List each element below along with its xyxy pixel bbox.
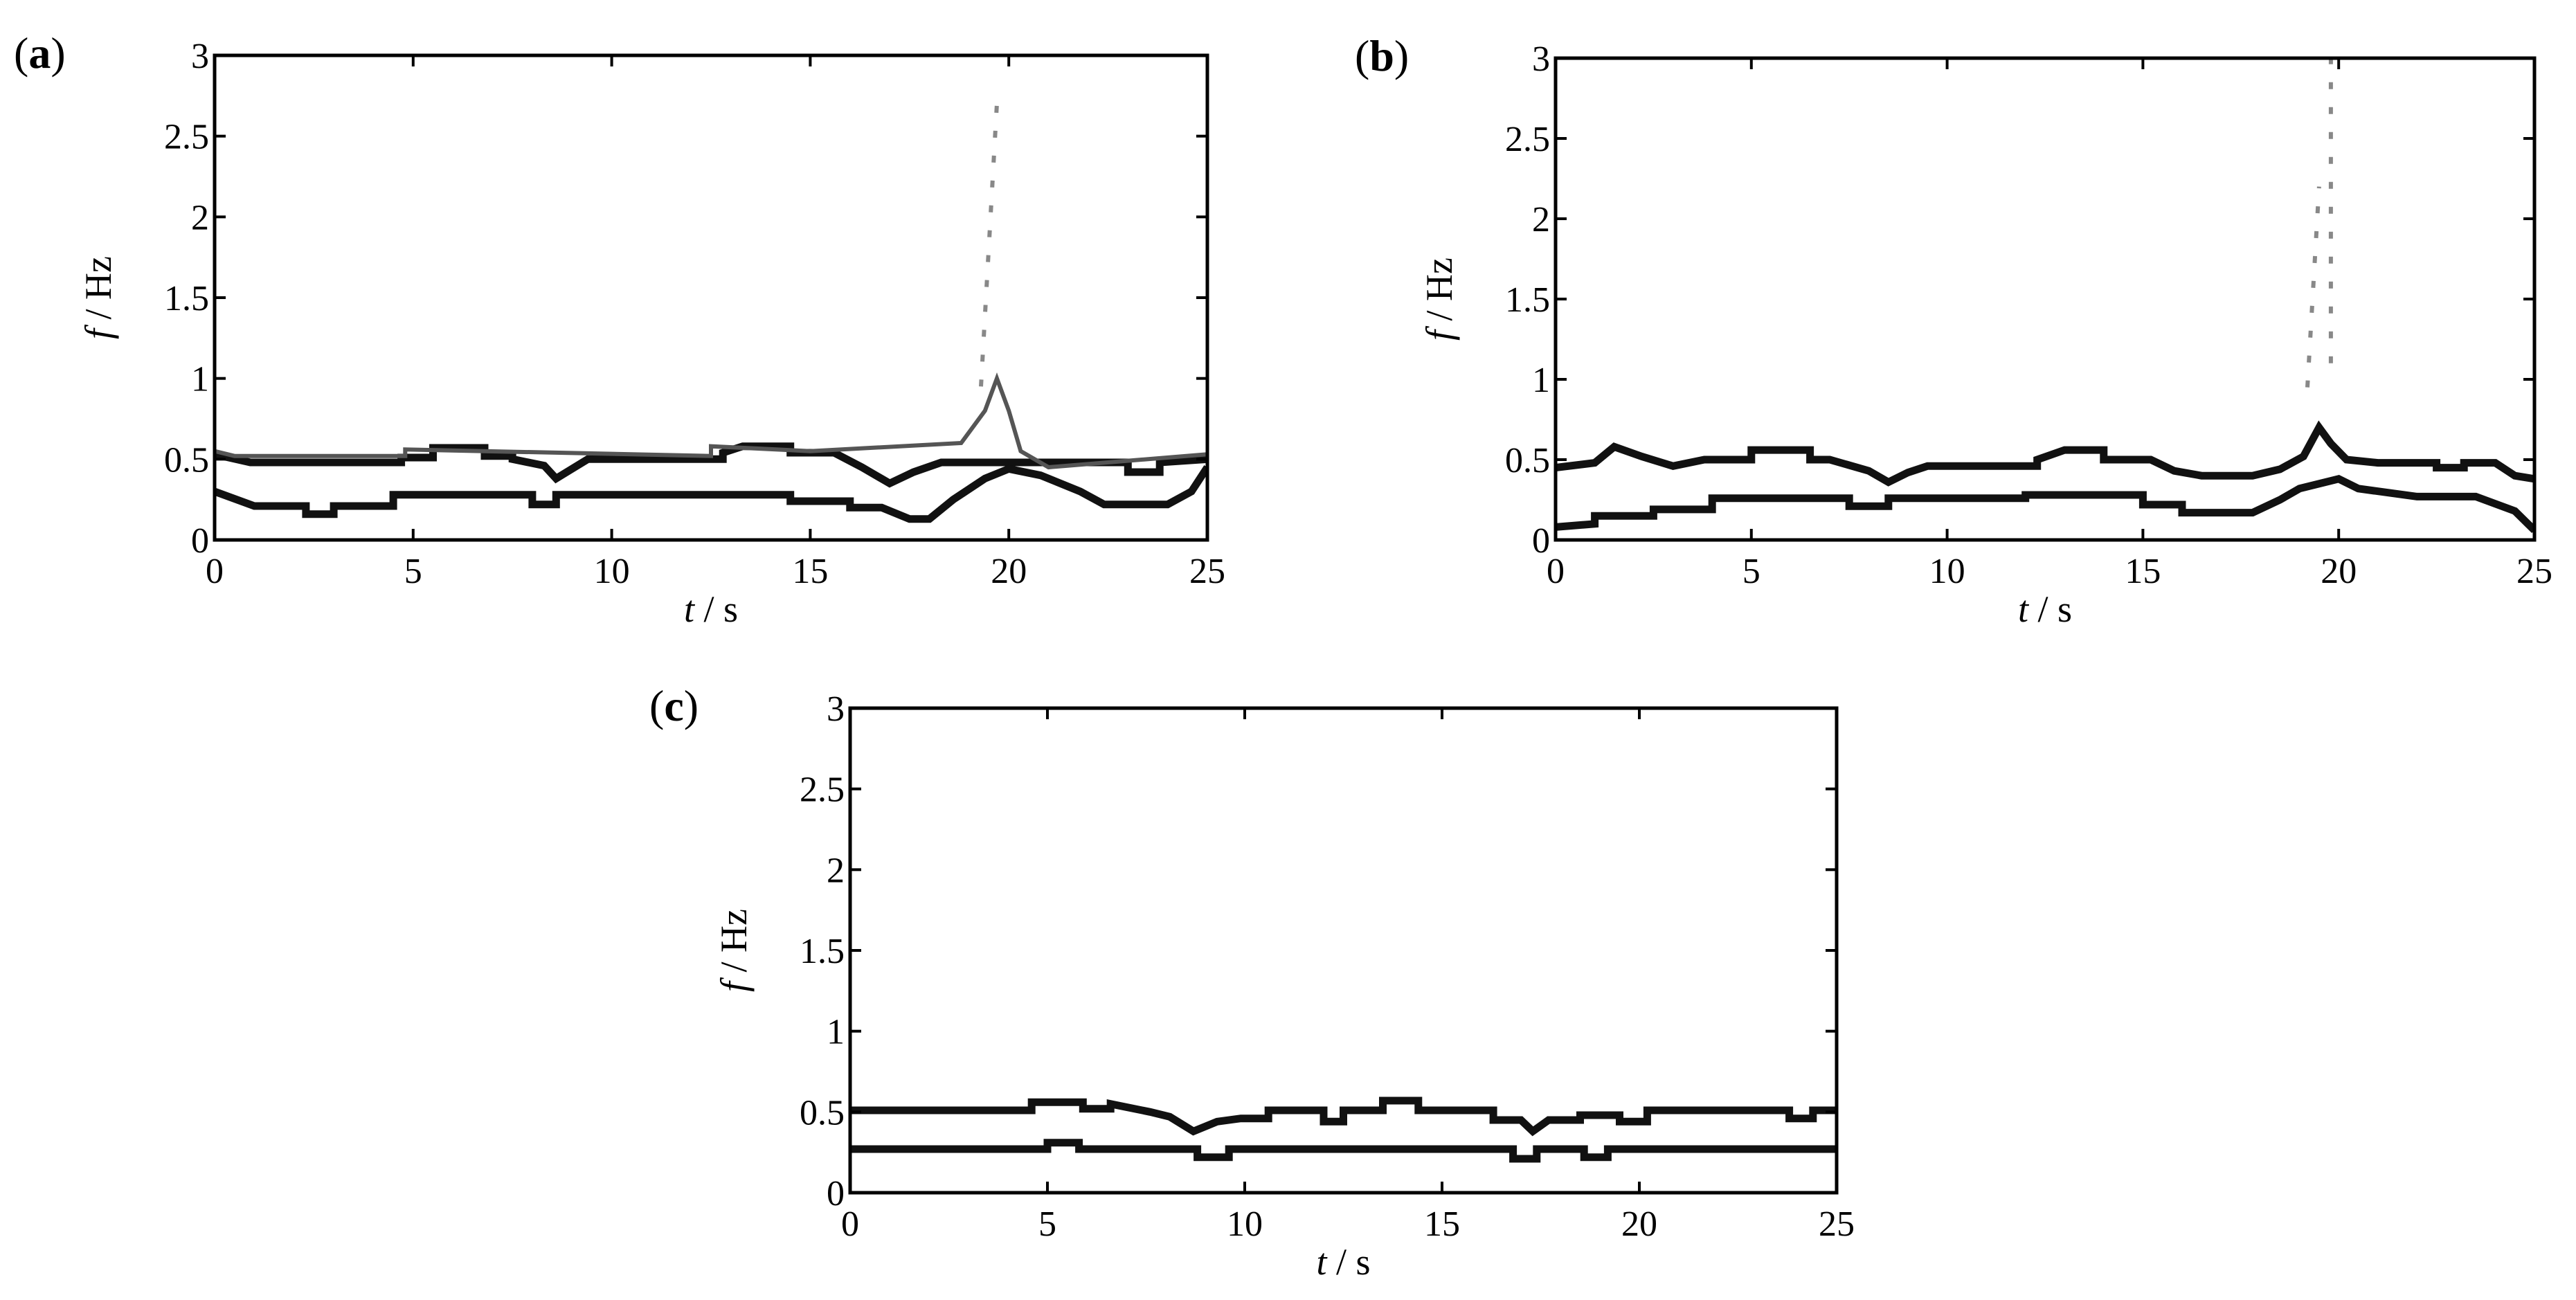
- x-tick-label: 25: [2516, 552, 2552, 591]
- x-tick-label: 15: [792, 552, 828, 591]
- x-axis-label: t / s: [684, 588, 738, 630]
- series-1-line: [215, 464, 1207, 523]
- y-tick-label: 1.5: [1505, 280, 1550, 320]
- y-tick-label: 0.5: [1505, 441, 1550, 480]
- series-1-line: [1556, 474, 2534, 534]
- panel-label: (c): [649, 681, 699, 730]
- y-tick-label: 1.5: [800, 932, 845, 971]
- series-1-line: [850, 1139, 1837, 1163]
- y-tick-label: 3: [191, 37, 209, 76]
- x-tick-label: 20: [991, 552, 1027, 591]
- x-axis-unit: / s: [1326, 1241, 1370, 1283]
- x-axis-unit: / s: [694, 588, 738, 630]
- x-tick-label: 5: [1038, 1204, 1056, 1244]
- plot-area: [1556, 58, 2534, 534]
- y-axis-label: f / Hz: [713, 909, 755, 992]
- y-axis-unit: / Hz: [1418, 258, 1460, 330]
- x-axis-variable: t: [2018, 588, 2030, 630]
- plot-frame: [1553, 56, 2537, 542]
- y-tick-label: 3: [1532, 39, 1550, 79]
- series-0-line: [1556, 420, 2534, 487]
- x-tick-label: 5: [1742, 552, 1760, 591]
- y-tick-label: 0: [1532, 521, 1550, 561]
- x-tick-label: 20: [1621, 1204, 1657, 1244]
- x-axis-variable: t: [1316, 1241, 1328, 1283]
- series-2-line: [2305, 186, 2321, 388]
- panel-a: 0 5 10 15 20 25 0 0.5 1 1.5 2 2.5 3 t / s f / Hz (a): [14, 28, 1225, 630]
- x-tick-label: 10: [594, 552, 630, 591]
- x-tick-label: 15: [1424, 1204, 1460, 1244]
- x-axis-label: t / s: [2018, 588, 2072, 630]
- panel-b: 0 5 10 15 20 25 0 0.5 1 1.5 2 2.5 3 t / s f / Hz (b): [1355, 31, 2552, 630]
- y-axis-label: f / Hz: [1418, 258, 1460, 341]
- y-tick-label: 1: [827, 1013, 845, 1052]
- y-tick-label: 0: [191, 521, 209, 561]
- x-tick-label: 25: [1819, 1204, 1855, 1244]
- panel-label: (a): [14, 28, 66, 78]
- y-tick-label: 2.5: [1505, 120, 1550, 159]
- y-tick-label: 3: [827, 689, 845, 729]
- y-tick-label: 0: [827, 1174, 845, 1213]
- plot-area: [215, 103, 1207, 523]
- y-tick-label: 2.5: [800, 770, 845, 810]
- series-0-line: [850, 1096, 1837, 1137]
- y-tick-label: 2.5: [164, 118, 209, 157]
- x-tick-label: 0: [1547, 552, 1565, 591]
- y-tick-label: 0.5: [164, 440, 209, 480]
- x-tick-label: 0: [206, 552, 224, 591]
- x-axis-variable: t: [684, 588, 696, 630]
- y-axis-unit: / Hz: [78, 256, 119, 329]
- y-axis-label: f / Hz: [78, 256, 119, 339]
- y-tick-label: 1: [1532, 361, 1550, 400]
- series-2-line: [215, 372, 1207, 470]
- x-axis-unit: / s: [2028, 588, 2072, 630]
- panel-label: (b): [1355, 31, 1409, 80]
- series-3-line: [979, 103, 999, 387]
- y-tick-label: 1.5: [164, 279, 209, 318]
- y-tick-label: 0.5: [800, 1093, 845, 1132]
- x-tick-label: 0: [841, 1204, 859, 1244]
- x-tick-label: 20: [2321, 552, 2357, 591]
- y-tick-label: 2: [191, 198, 209, 237]
- x-tick-label: 15: [2125, 552, 2161, 591]
- y-tick-label: 2: [827, 851, 845, 890]
- x-axis-label: t / s: [1316, 1241, 1370, 1283]
- x-tick-label: 10: [1929, 552, 1965, 591]
- x-tick-label: 5: [404, 552, 422, 591]
- y-tick-label: 2: [1532, 200, 1550, 240]
- x-tick-label: 10: [1227, 1204, 1263, 1244]
- x-tick-label: 25: [1189, 552, 1225, 591]
- plot-area: [850, 1096, 1837, 1163]
- y-tick-label: 1: [191, 360, 209, 399]
- panel-c: 0 5 10 15 20 25 0 0.5 1 1.5 2 2.5 3 t / s f / Hz (c): [649, 681, 1855, 1283]
- y-axis-unit: / Hz: [713, 909, 755, 982]
